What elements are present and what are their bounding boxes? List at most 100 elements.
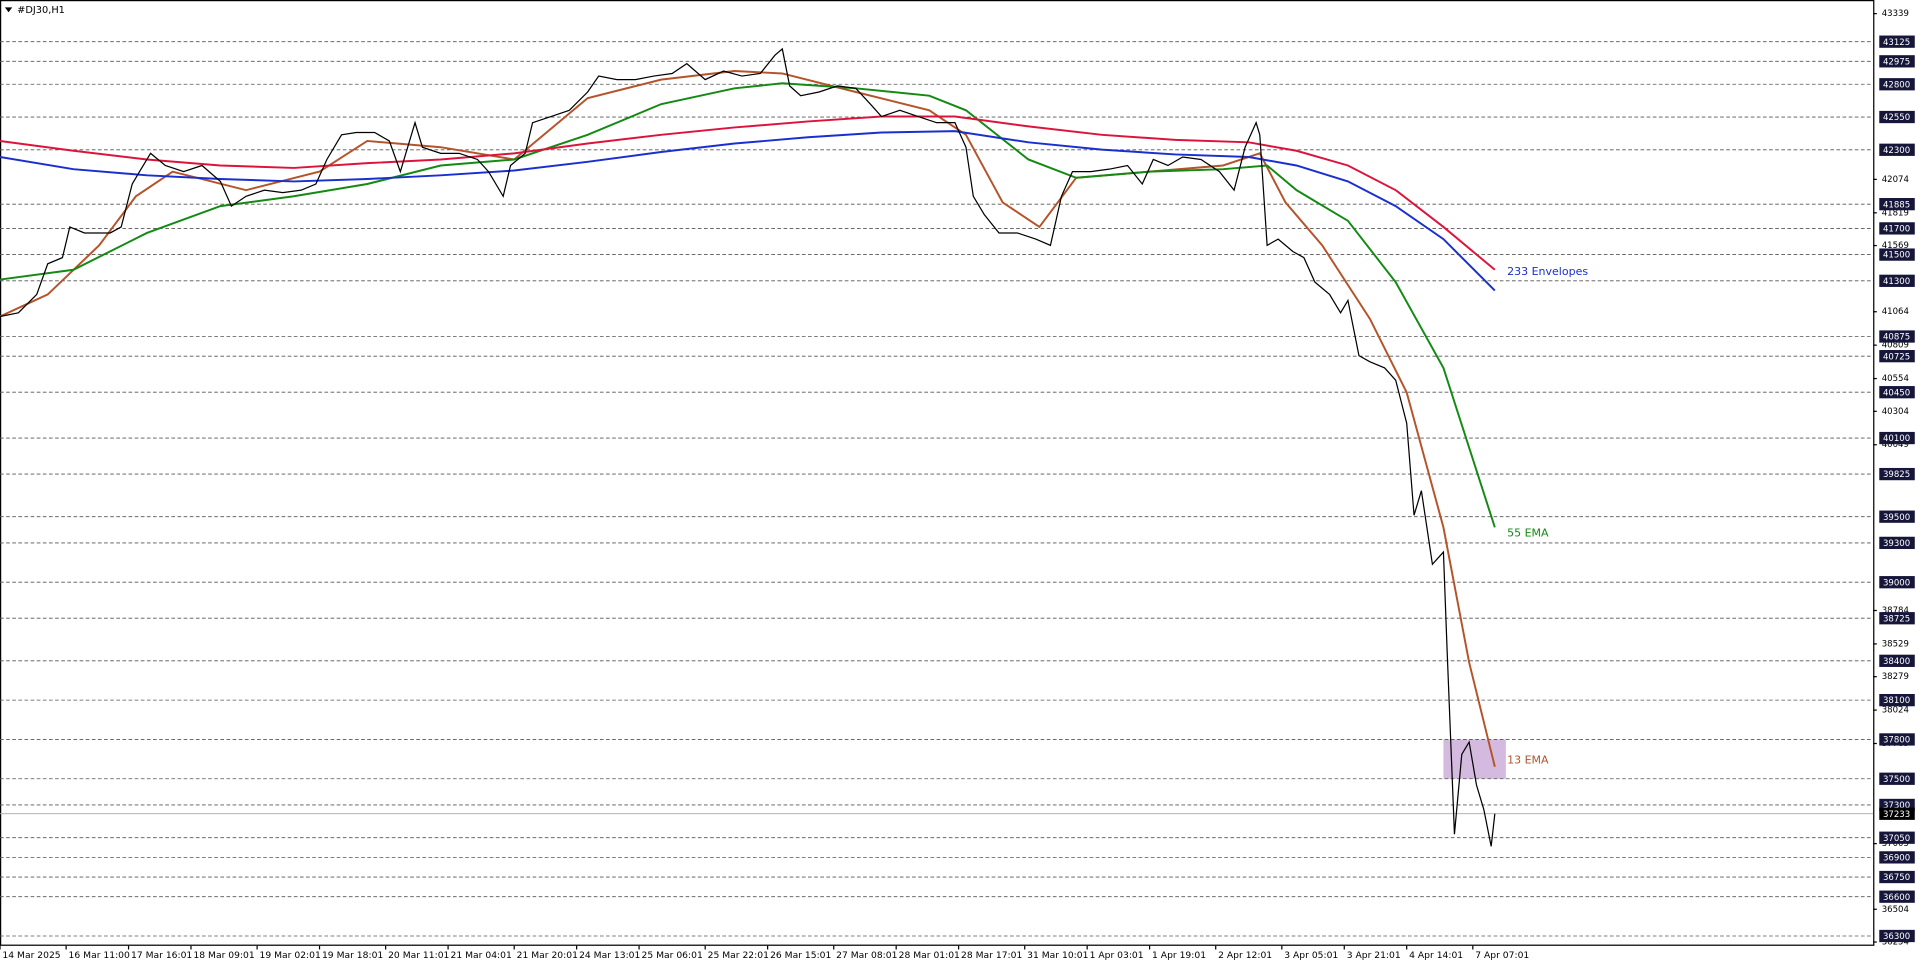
x-tick-label: 20 Mar 11:01 <box>388 950 449 961</box>
menu-triangle[interactable] <box>4 7 13 13</box>
x-tick-label: 3 Apr 21:01 <box>1347 950 1401 961</box>
level-box <box>1879 222 1915 235</box>
x-tick-label: 21 Mar 20:01 <box>517 950 578 961</box>
level-label: 41700 <box>1883 225 1910 235</box>
x-tick-label: 3 Apr 05:01 <box>1284 950 1338 961</box>
level-label: 37500 <box>1883 775 1910 785</box>
level-box <box>1879 35 1915 48</box>
y-tick-label: 41819 <box>1882 208 1909 218</box>
level-box <box>1879 870 1915 884</box>
x-tick-label: 2 Apr 12:01 <box>1218 950 1272 961</box>
x-tick-label: 27 Mar 08:01 <box>836 950 897 961</box>
y-tick-label: 38529 <box>1882 639 1909 649</box>
level-label: 40450 <box>1883 388 1910 398</box>
indicator-line <box>0 70 1496 767</box>
level-box <box>1879 851 1915 864</box>
level-box <box>1879 143 1915 156</box>
level-label: 41300 <box>1883 277 1910 287</box>
level-box <box>1879 693 1915 707</box>
level-label: 40100 <box>1883 434 1910 444</box>
x-tick-label: 1 Apr 19:01 <box>1152 950 1206 961</box>
x-tick-label: 7 Apr 07:01 <box>1475 950 1529 961</box>
x-tick-label: 21 Mar 04:01 <box>451 950 512 961</box>
level-label: 38400 <box>1883 657 1910 667</box>
level-label: 40875 <box>1883 333 1910 343</box>
x-tick-label: 18 Mar 09:01 <box>193 950 254 961</box>
level-box <box>1879 198 1915 211</box>
level-label: 42550 <box>1883 113 1910 123</box>
x-tick-label: 14 Mar 2025 <box>2 950 60 961</box>
x-tick-label: 17 Mar 16:01 <box>131 950 192 961</box>
y-tick-label: 43339 <box>1882 9 1909 19</box>
level-box <box>1879 110 1915 124</box>
series-label: 13 EMA <box>1507 754 1549 767</box>
level-label: 37050 <box>1883 834 1910 844</box>
last-price-label: 37233 <box>1883 810 1910 820</box>
level-label: 37800 <box>1883 736 1910 746</box>
level-box <box>1879 536 1915 550</box>
level-box <box>1879 248 1915 261</box>
level-box <box>1879 929 1915 943</box>
level-label: 42975 <box>1883 57 1910 67</box>
level-box <box>1879 831 1915 844</box>
x-tick-label: 31 Mar 10:01 <box>1027 950 1088 961</box>
level-box <box>1879 350 1915 363</box>
y-tick-label: 38024 <box>1882 706 1909 716</box>
y-tick-label: 38784 <box>1882 606 1909 616</box>
level-box <box>1879 467 1915 481</box>
x-tick-label: 25 Mar 22:01 <box>708 950 769 961</box>
level-box <box>1879 55 1915 68</box>
x-tick-label: 19 Mar 02:01 <box>260 950 321 961</box>
x-tick-label: 19 Mar 18:01 <box>322 950 383 961</box>
level-label: 39300 <box>1883 539 1910 549</box>
level-label: 43125 <box>1883 38 1910 48</box>
level-label: 42800 <box>1883 80 1910 90</box>
envelope-upper <box>0 115 1496 271</box>
level-label: 36750 <box>1883 873 1910 883</box>
x-tick-label: 4 Apr 14:01 <box>1409 950 1463 961</box>
level-box <box>1879 612 1915 625</box>
x-tick-label: 24 Mar 13:01 <box>579 950 640 961</box>
level-label: 39500 <box>1883 513 1910 523</box>
level-label: 42300 <box>1883 146 1910 156</box>
level-box <box>1879 733 1915 746</box>
plot-frame <box>0 0 1875 946</box>
y-tick-label: 37005 <box>1882 839 1909 849</box>
level-label: 38100 <box>1883 696 1910 706</box>
level-box <box>1879 772 1915 785</box>
y-tick-label: 42074 <box>1882 175 1909 185</box>
level-box <box>1879 386 1915 399</box>
level-label: 36900 <box>1883 853 1910 863</box>
level-label: 37300 <box>1883 801 1910 811</box>
indicator-line <box>0 130 1496 292</box>
y-tick-label: 40049 <box>1882 440 1909 450</box>
y-tick-label: 41569 <box>1882 241 1909 251</box>
level-label: 39000 <box>1883 578 1910 588</box>
level-label: 36600 <box>1883 893 1910 903</box>
level-label: 38725 <box>1883 614 1910 624</box>
x-tick-label: 25 Mar 06:01 <box>642 950 703 961</box>
level-label: 40725 <box>1883 352 1910 362</box>
price-line <box>0 47 1496 847</box>
level-box <box>1879 654 1915 667</box>
y-tick-label: 40554 <box>1882 374 1909 384</box>
level-label: 36300 <box>1883 932 1910 942</box>
level-box <box>1879 576 1915 589</box>
level-box <box>1879 78 1915 91</box>
x-tick-label: 26 Mar 15:01 <box>770 950 831 961</box>
x-tick-label: 28 Mar 01:01 <box>899 950 960 961</box>
series-label: 233 Envelopes <box>1507 265 1588 278</box>
chart-title: #DJ30,H1 <box>17 5 65 16</box>
y-tick-label: 36254 <box>1882 938 1909 948</box>
level-label: 41500 <box>1883 251 1910 261</box>
x-tick-label: 28 Mar 17:01 <box>961 950 1022 961</box>
level-box <box>1879 431 1915 445</box>
level-box <box>1879 890 1915 903</box>
level-box <box>1879 274 1915 287</box>
series-label: 55 EMA <box>1507 527 1549 540</box>
x-tick-label: 16 Mar 11:00 <box>69 950 130 961</box>
y-tick-label: 38279 <box>1882 672 1909 682</box>
y-tick-label: 40809 <box>1882 341 1909 351</box>
x-tick-label: 1 Apr 03:01 <box>1090 950 1144 961</box>
